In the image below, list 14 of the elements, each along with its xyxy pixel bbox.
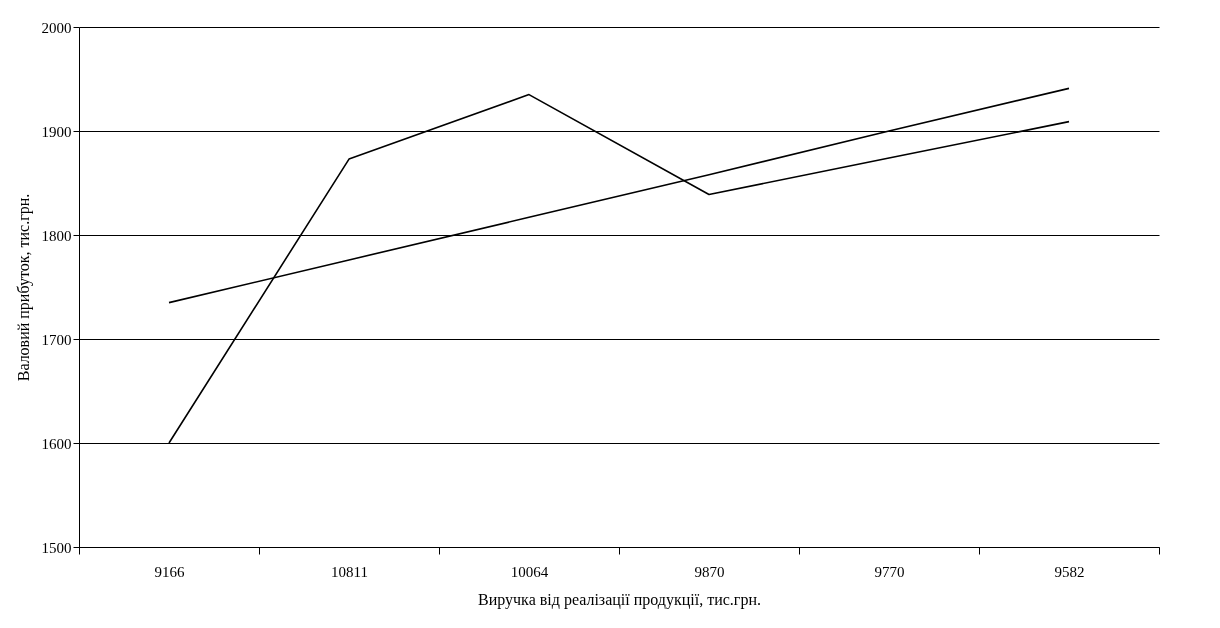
y-tick-label: 1800 [41, 227, 72, 244]
x-axis-title: Виручка від реалізації продукції, тис.грн. [478, 590, 761, 609]
y-tick-label: 1600 [41, 435, 72, 452]
y-axis-title: Валовий прибуток, тис.грн. [14, 193, 33, 382]
x-tick-label: 9870 [694, 563, 725, 580]
y-tick-label: 1700 [41, 331, 72, 348]
x-tick-label: 9166 [154, 563, 185, 580]
y-tick-label: 2000 [41, 19, 72, 36]
x-tick-label: 9770 [874, 563, 905, 580]
x-tick-label: 9582 [1054, 563, 1085, 580]
x-tick-label: 10811 [331, 563, 368, 580]
x-tick-label: 10064 [510, 563, 549, 580]
y-tick-label: 1900 [41, 123, 72, 140]
y-tick-label: 1500 [41, 539, 72, 556]
